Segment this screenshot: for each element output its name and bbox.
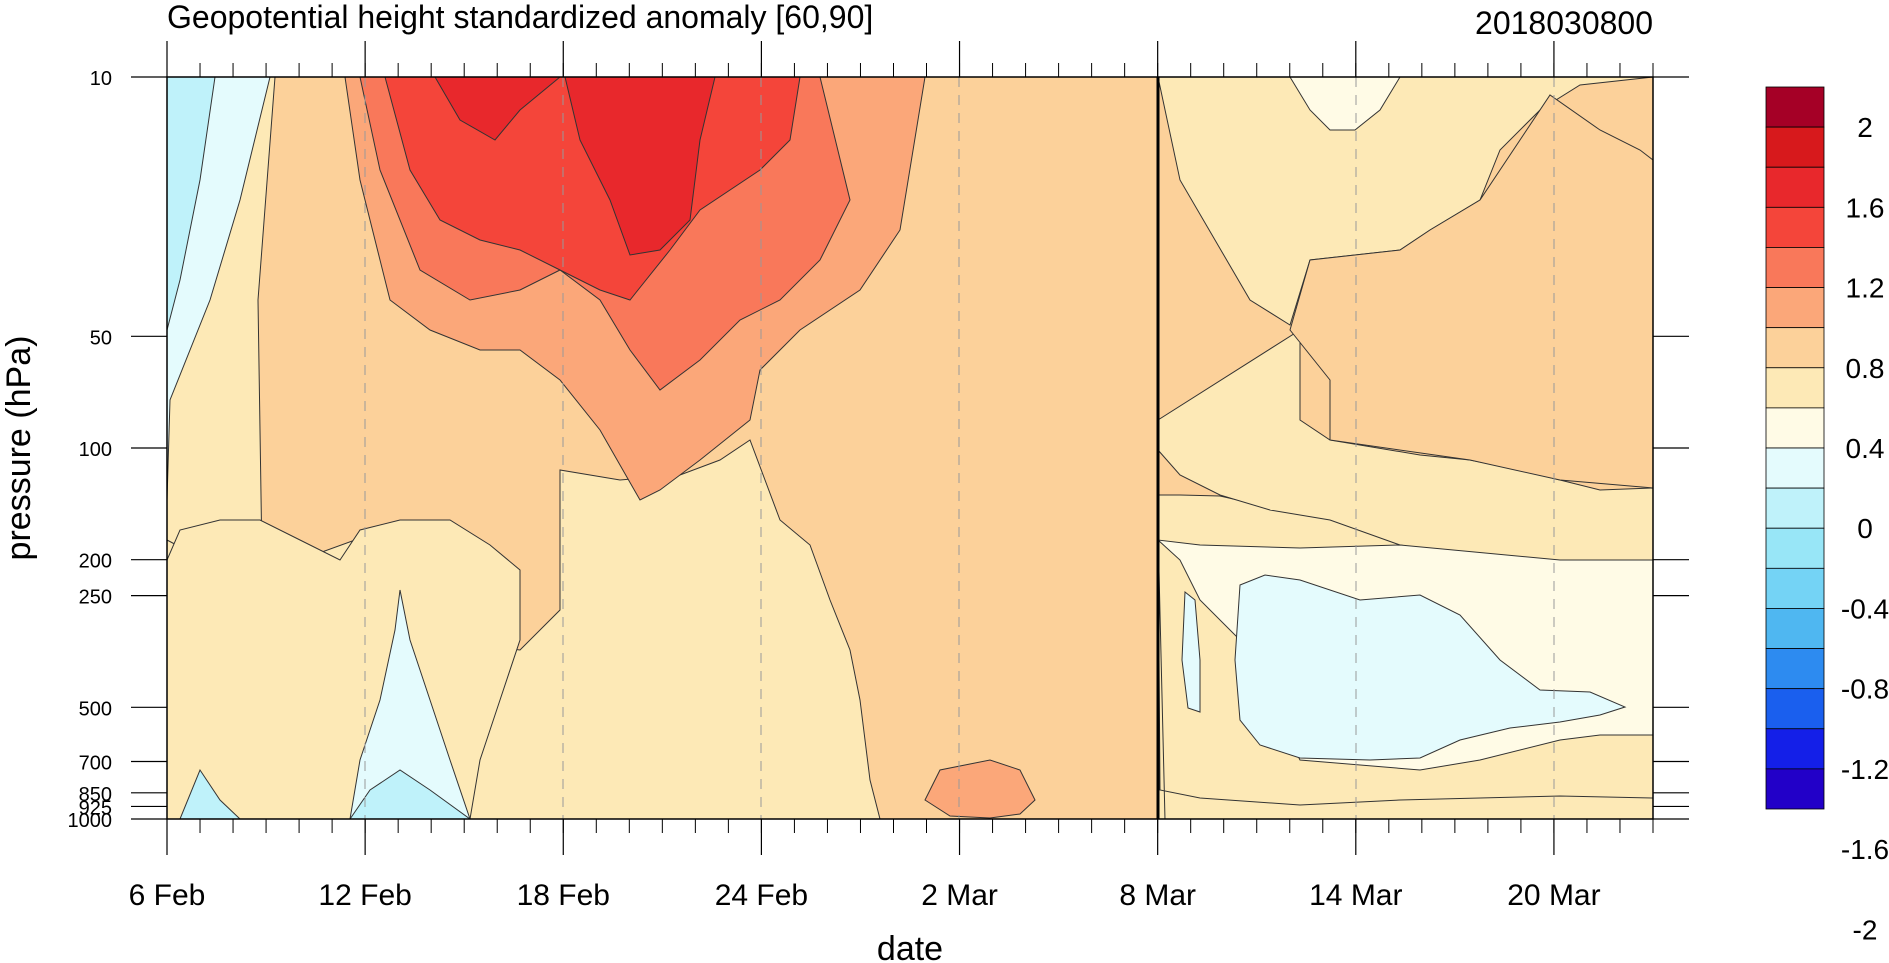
y-tick-label: 500 — [79, 698, 112, 720]
contour-fill-2.0+ — [564, 77, 716, 256]
colorbar: 2 1.6 1.2 0.8 0.4 0 -0.4 -0.8 -1.2 -1.6 -2 — [1765, 86, 1889, 945]
colorbar-label: 0.8 — [1846, 353, 1885, 384]
y-axis-label: pressure (hPa) — [0, 336, 38, 561]
contour-fill-neg-sliver — [1181, 590, 1201, 713]
y-tick-label: 250 — [79, 587, 112, 609]
colorbar-swatch — [1765, 367, 1825, 409]
y-tick-label: 925 — [79, 797, 112, 819]
contour-fill-neg-low-inner — [349, 769, 471, 819]
x-tick-label: 2 Mar — [921, 879, 998, 912]
x-tick-label: 20 Mar — [1507, 879, 1600, 912]
colorbar-swatch — [1765, 206, 1825, 248]
contour-fill-2.0+ — [434, 77, 561, 141]
x-tick-label: 14 Mar — [1309, 879, 1402, 912]
y-tick-label: 700 — [79, 753, 112, 775]
contour-fill-0.4-0.8-inner — [1289, 94, 1653, 489]
colorbar-label: -1.2 — [1841, 754, 1889, 785]
colorbar-label: 1.6 — [1846, 192, 1885, 223]
colorbar-swatch — [1765, 728, 1825, 770]
colorbar-swatch — [1765, 166, 1825, 208]
colorbar-swatch — [1765, 608, 1825, 649]
analysis-date-stamp: 2018030800 — [1475, 5, 1653, 41]
x-tick-label: 6 Feb — [129, 879, 206, 912]
contour-fill-0.0-0.4 — [167, 519, 521, 819]
contour-fill-neg-0.4-box — [1234, 574, 1627, 761]
contour-fill-neg-low — [349, 589, 471, 819]
colorbar-label: 2 — [1857, 112, 1873, 143]
colorbar-label: -1.6 — [1841, 834, 1889, 865]
contour-fill-0.0-0.4 — [1157, 529, 1653, 819]
y-tick-label: 100 — [79, 439, 112, 461]
colorbar-swatch — [1765, 247, 1825, 288]
colorbar-label: -0.4 — [1841, 593, 1889, 624]
x-tick-label: 18 Feb — [517, 879, 610, 912]
colorbar-label: -2 — [1853, 914, 1878, 945]
colorbar-swatch — [1765, 527, 1825, 569]
colorbar-label: 0 — [1857, 513, 1873, 544]
contour-fill-0.8-1.2 — [924, 759, 1036, 819]
colorbar-swatch — [1765, 86, 1825, 128]
contour-fields — [167, 77, 1653, 819]
colorbar-swatch — [1765, 447, 1825, 489]
contour-fill-0.0-top-cap — [1289, 77, 1401, 131]
y-tick-label: 850 — [79, 784, 112, 806]
colorbar-swatch — [1765, 648, 1825, 690]
y-tick-label: 1000 — [68, 810, 113, 832]
colorbar-label: 0.4 — [1846, 433, 1885, 464]
y-tick-label: 10 — [90, 68, 112, 90]
colorbar-swatch — [1765, 327, 1825, 369]
y-tick-label: 50 — [90, 327, 112, 349]
y-tick-label: 200 — [79, 551, 112, 573]
colorbar-label: -0.8 — [1841, 674, 1889, 705]
x-axis: 6 Feb 12 Feb 18 Feb 24 Feb 2 Mar 8 Mar 14 Mar 2… — [129, 41, 1654, 912]
colorbar-swatch — [1765, 407, 1825, 449]
colorbar-swatch — [1765, 567, 1825, 609]
chart-title: Geopotential height standardized anomaly… — [167, 0, 873, 35]
colorbar-swatch — [1765, 126, 1825, 168]
colorbar-swatch — [1765, 768, 1825, 810]
contour-fill-0.0-0.4 — [1157, 329, 1653, 561]
colorbar-swatch — [1765, 287, 1825, 329]
date-guide-lines — [364, 77, 1555, 819]
x-tick-label: 12 Feb — [318, 879, 411, 912]
contour-fill-neg-0.4-0.8 — [167, 77, 216, 331]
colorbar-swatch — [1765, 487, 1825, 529]
contour-fill-neg-low — [179, 768, 241, 819]
colorbar-swatch — [1765, 688, 1825, 730]
colorbar-label: 1.2 — [1846, 273, 1885, 304]
x-tick-label: 24 Feb — [715, 879, 808, 912]
x-axis-label: date — [877, 930, 943, 963]
x-tick-label: 8 Mar — [1119, 879, 1196, 912]
